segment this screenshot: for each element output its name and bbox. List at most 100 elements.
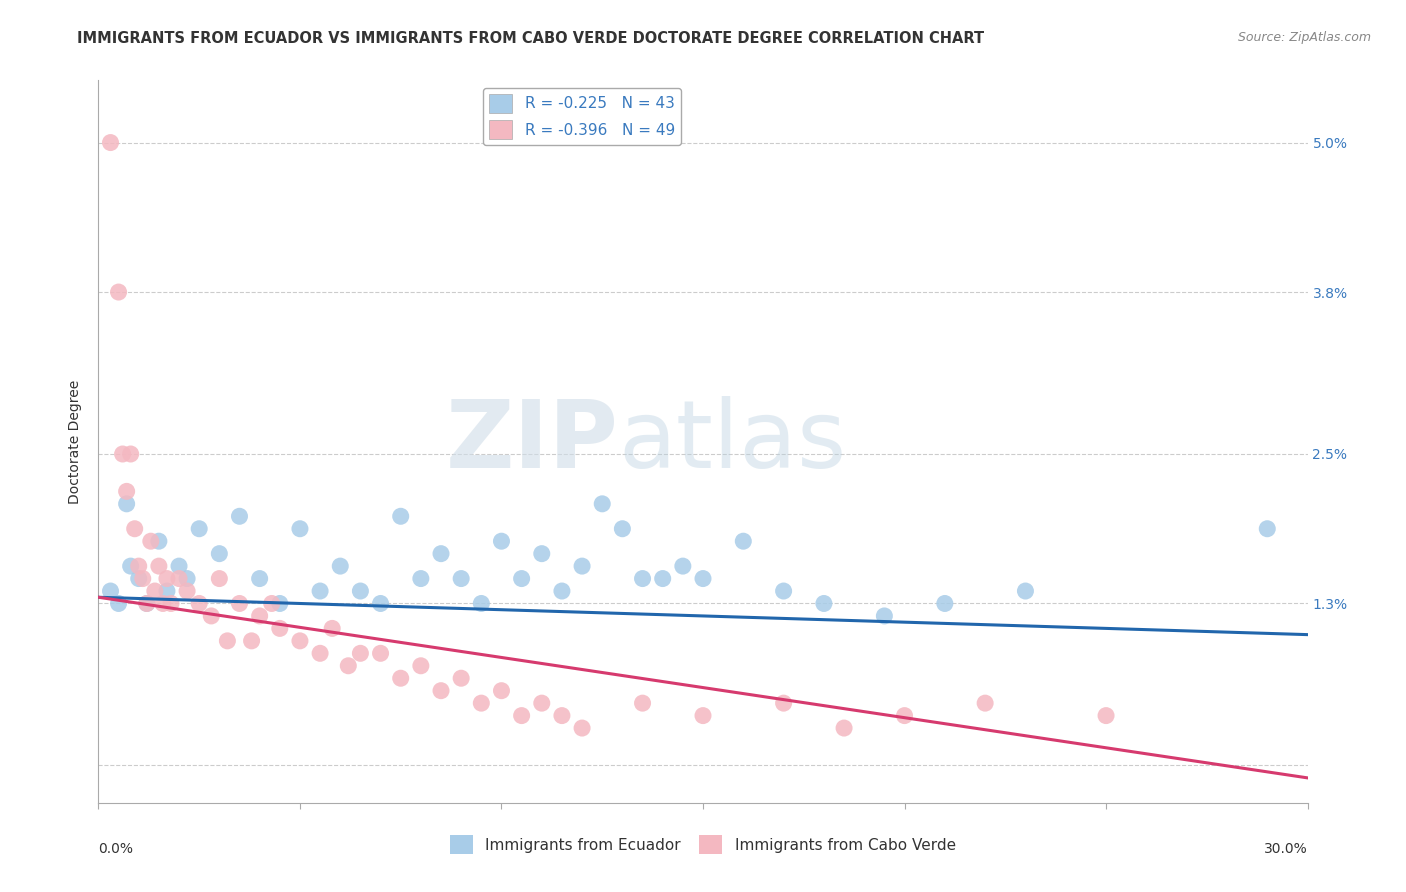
Point: [309, 584, 332, 599]
Point: [692, 572, 714, 586]
Point: [349, 646, 371, 660]
Point: [389, 509, 412, 524]
Point: [269, 597, 291, 611]
Point: [733, 534, 755, 549]
Point: [591, 497, 613, 511]
Point: [107, 285, 129, 299]
Point: [115, 497, 138, 511]
Point: [337, 658, 360, 673]
Point: [772, 696, 794, 710]
Point: [132, 572, 155, 586]
Point: [167, 572, 190, 586]
Point: [260, 597, 283, 611]
Point: [491, 683, 513, 698]
Point: [470, 696, 492, 710]
Y-axis label: Doctorate Degree: Doctorate Degree: [69, 379, 83, 504]
Point: [288, 633, 311, 648]
Point: [120, 447, 142, 461]
Point: [389, 671, 412, 685]
Point: [148, 559, 170, 574]
Point: [100, 584, 122, 599]
Point: [152, 597, 174, 611]
Point: [409, 572, 432, 586]
Point: [228, 597, 250, 611]
Point: [934, 597, 956, 611]
Point: [135, 597, 157, 611]
Point: [208, 547, 231, 561]
Point: [370, 646, 392, 660]
Point: [651, 572, 673, 586]
Point: [430, 547, 453, 561]
Point: [176, 584, 198, 599]
Point: [176, 572, 198, 586]
Point: [124, 522, 146, 536]
Point: [612, 522, 634, 536]
Point: [530, 547, 553, 561]
Text: 0.0%: 0.0%: [98, 842, 134, 855]
Point: [167, 559, 190, 574]
Point: [139, 534, 162, 549]
Point: [450, 572, 472, 586]
Point: [510, 572, 533, 586]
Point: [813, 597, 835, 611]
Point: [571, 721, 593, 735]
Point: [832, 721, 855, 735]
Point: [100, 136, 122, 150]
Point: [128, 559, 150, 574]
Point: [1014, 584, 1036, 599]
Point: [156, 572, 179, 586]
Point: [143, 584, 166, 599]
Legend: Immigrants from Ecuador, Immigrants from Cabo Verde: Immigrants from Ecuador, Immigrants from…: [444, 830, 962, 860]
Text: IMMIGRANTS FROM ECUADOR VS IMMIGRANTS FROM CABO VERDE DOCTORATE DEGREE CORRELATI: IMMIGRANTS FROM ECUADOR VS IMMIGRANTS FR…: [77, 31, 984, 46]
Point: [329, 559, 352, 574]
Point: [228, 509, 250, 524]
Point: [269, 621, 291, 635]
Text: Source: ZipAtlas.com: Source: ZipAtlas.com: [1237, 31, 1371, 45]
Point: [128, 572, 150, 586]
Point: [188, 522, 211, 536]
Point: [530, 696, 553, 710]
Point: [1095, 708, 1118, 723]
Text: ZIP: ZIP: [446, 395, 619, 488]
Point: [156, 584, 179, 599]
Point: [409, 658, 432, 673]
Point: [873, 609, 896, 624]
Text: atlas: atlas: [619, 395, 846, 488]
Point: [551, 584, 574, 599]
Point: [631, 572, 654, 586]
Point: [135, 597, 157, 611]
Point: [551, 708, 574, 723]
Point: [188, 597, 211, 611]
Point: [470, 597, 492, 611]
Point: [200, 609, 222, 624]
Point: [349, 584, 371, 599]
Point: [208, 572, 231, 586]
Point: [491, 534, 513, 549]
Point: [288, 522, 311, 536]
Point: [974, 696, 997, 710]
Point: [370, 597, 392, 611]
Point: [692, 708, 714, 723]
Point: [631, 696, 654, 710]
Point: [772, 584, 794, 599]
Point: [148, 534, 170, 549]
Point: [510, 708, 533, 723]
Point: [309, 646, 332, 660]
Point: [120, 559, 142, 574]
Point: [321, 621, 343, 635]
Point: [430, 683, 453, 698]
Point: [107, 597, 129, 611]
Point: [111, 447, 134, 461]
Point: [893, 708, 915, 723]
Point: [450, 671, 472, 685]
Point: [160, 597, 183, 611]
Point: [249, 572, 271, 586]
Point: [672, 559, 695, 574]
Point: [217, 633, 239, 648]
Point: [1256, 522, 1278, 536]
Point: [115, 484, 138, 499]
Point: [240, 633, 263, 648]
Point: [571, 559, 593, 574]
Point: [249, 609, 271, 624]
Text: 30.0%: 30.0%: [1264, 842, 1308, 855]
